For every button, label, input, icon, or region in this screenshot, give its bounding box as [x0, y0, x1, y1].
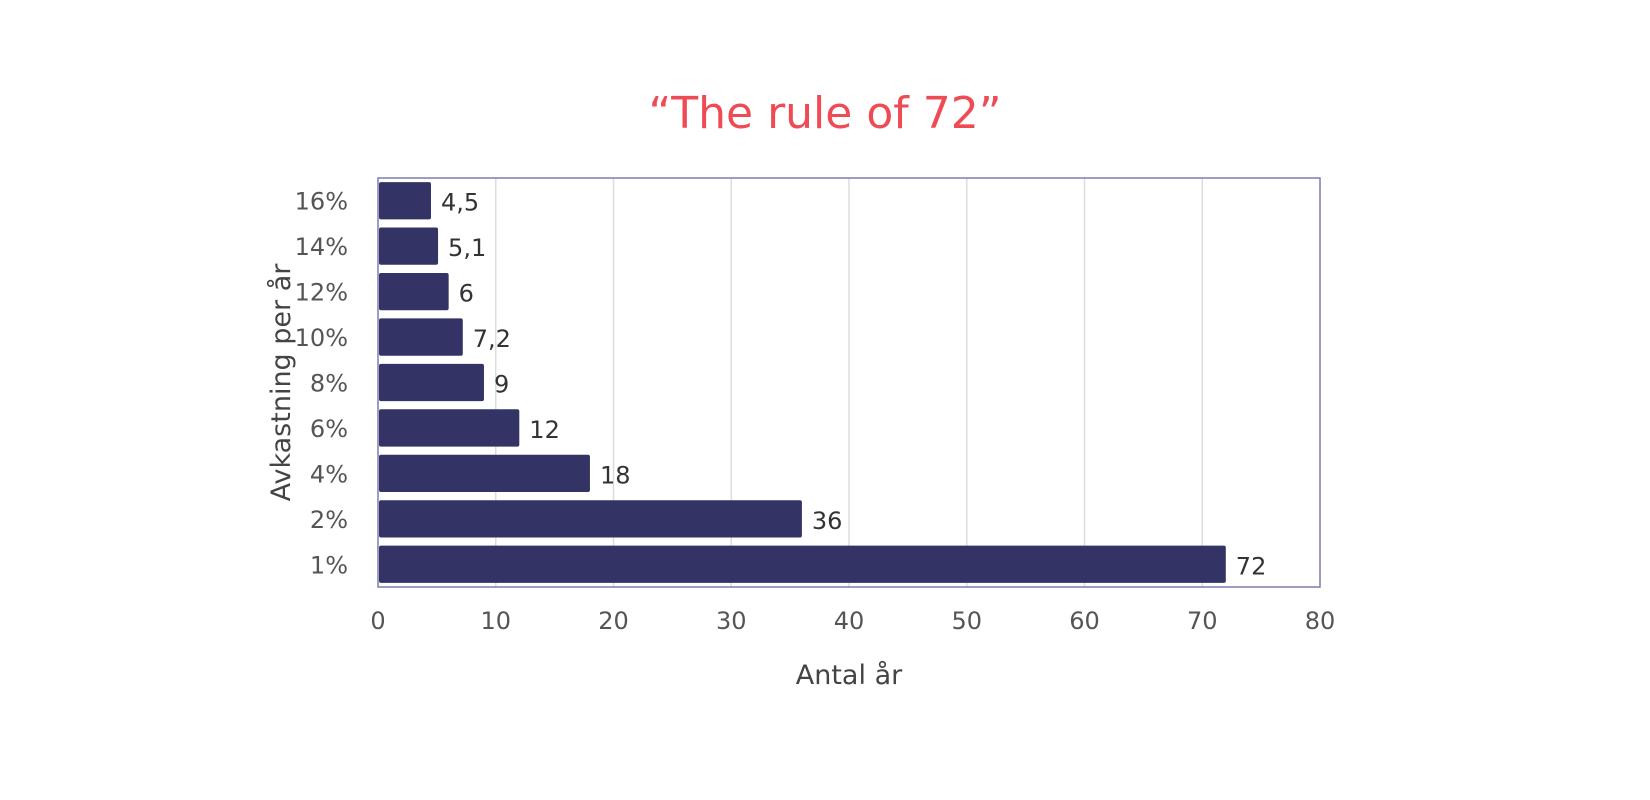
x-tick-label: 70	[1187, 607, 1218, 635]
bar-10pct	[379, 318, 463, 356]
data-label: 4,5	[441, 189, 479, 217]
bar-4pct	[379, 454, 590, 493]
data-labels: 4,5 5,1 6 7,2 9 12 18 36 72	[441, 189, 1266, 581]
y-tick-label: 4%	[310, 460, 348, 488]
y-tick-label: 6%	[310, 415, 348, 443]
y-tick-label: 12%	[295, 279, 348, 307]
y-axis-ticks: 16% 14% 12% 10% 8% 6% 4% 2% 1%	[295, 188, 348, 580]
data-label: 36	[812, 507, 843, 535]
bar-2pct	[379, 500, 802, 538]
data-label: 6	[459, 280, 474, 308]
plot-frame	[377, 177, 1321, 588]
x-tick-label: 50	[951, 607, 982, 635]
y-tick-label: 1%	[310, 551, 348, 579]
y-tick-label: 8%	[310, 370, 348, 398]
bar-6pct	[379, 409, 520, 447]
x-tick-label: 40	[834, 607, 865, 635]
x-axis-ticks: 0 10 20 30 40 50 60 70 80	[370, 607, 1335, 635]
bar-1pct	[379, 545, 1226, 583]
bar-12pct	[379, 272, 449, 311]
bars	[379, 182, 1226, 583]
bar-8pct	[379, 363, 484, 402]
data-label: 72	[1236, 552, 1267, 580]
bar-14pct	[379, 227, 439, 265]
x-tick-label: 80	[1305, 607, 1336, 635]
x-tick-label: 10	[480, 607, 511, 635]
y-axis-title: Avkastning per år	[266, 263, 297, 502]
x-tick-label: 30	[716, 607, 747, 635]
chart-title: “The rule of 72”	[648, 88, 1002, 139]
y-tick-label: 10%	[295, 324, 348, 352]
y-tick-label: 16%	[295, 188, 348, 216]
x-tick-label: 0	[370, 607, 385, 635]
x-tick-label: 60	[1069, 607, 1100, 635]
data-label: 5,1	[448, 234, 486, 262]
x-tick-label: 20	[598, 607, 629, 635]
bar-16pct	[379, 182, 431, 220]
data-label: 9	[494, 371, 509, 399]
x-axis-title: Antal år	[796, 660, 903, 691]
y-tick-label: 14%	[295, 233, 348, 261]
y-tick-label: 2%	[310, 506, 348, 534]
gridlines	[495, 178, 1203, 587]
data-label: 12	[529, 416, 560, 444]
data-label: 7,2	[473, 325, 511, 353]
data-label: 18	[600, 461, 631, 489]
